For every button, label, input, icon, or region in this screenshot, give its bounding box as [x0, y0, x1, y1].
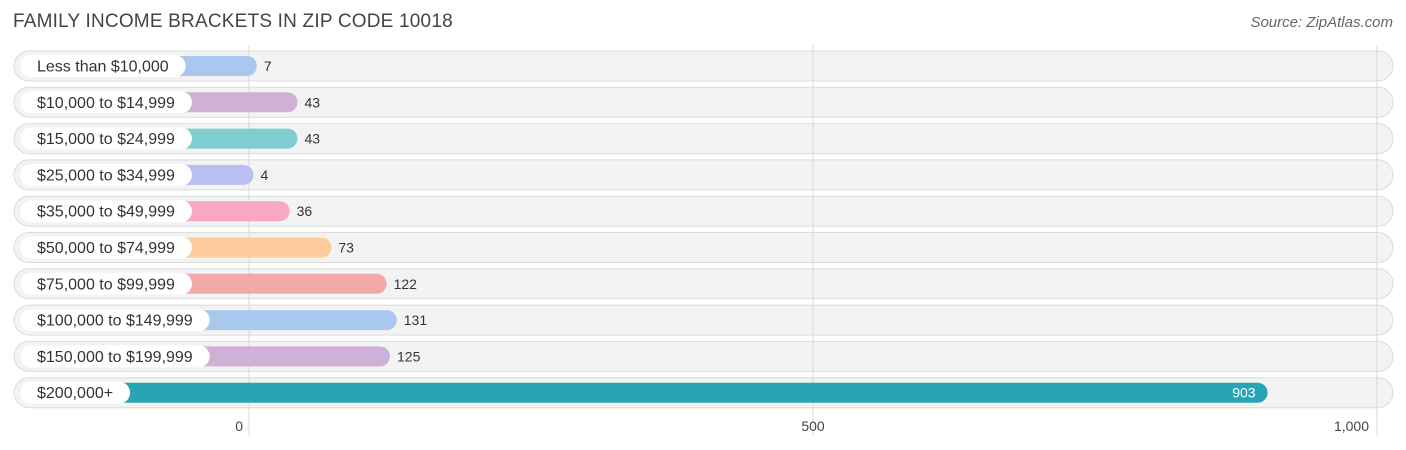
category-pill [20, 127, 192, 150]
category-pill [20, 236, 192, 259]
x-tick-label: 500 [801, 418, 825, 434]
value-label: 122 [394, 276, 418, 292]
row-background [13, 86, 1394, 118]
row-background [13, 195, 1394, 227]
category-label: $200,000+ [37, 385, 113, 402]
category-label: $150,000 to $199,999 [37, 349, 193, 366]
value-label: 7 [264, 58, 272, 74]
x-axis-ticks: 0 500 1,000 [235, 418, 1369, 434]
category-label: $75,000 to $99,999 [37, 276, 175, 293]
value-label: 131 [404, 312, 428, 328]
category-label: $100,000 to $149,999 [37, 313, 193, 330]
x-tick-label: 1,000 [1334, 418, 1369, 434]
value-label: 125 [397, 348, 421, 364]
value-label: 73 [338, 240, 354, 256]
value-label: 36 [297, 203, 313, 219]
x-tick-label: 0 [235, 418, 243, 434]
value-label: 43 [305, 131, 321, 147]
value-label: 43 [305, 94, 321, 110]
category-label: $50,000 to $74,999 [37, 240, 175, 257]
category-pill [20, 345, 210, 368]
category-label: $25,000 to $34,999 [37, 167, 175, 184]
category-label: $15,000 to $24,999 [37, 131, 175, 148]
row-background [13, 159, 1394, 191]
category-pill [20, 91, 192, 114]
category-label: $10,000 to $14,999 [37, 95, 175, 112]
category-pill [20, 200, 192, 223]
value-label: 903 [1232, 385, 1256, 401]
category-pill [20, 309, 210, 332]
source-note: Source: ZipAtlas.com [1250, 14, 1393, 31]
bar [20, 382, 1268, 403]
row-background [13, 50, 1394, 82]
category-pill [20, 272, 192, 295]
category-label: $35,000 to $49,999 [37, 204, 175, 221]
chart-title: FAMILY INCOME BRACKETS IN ZIP CODE 10018 [13, 11, 453, 32]
category-pill [20, 381, 131, 404]
row-background [13, 123, 1394, 155]
category-pill [20, 163, 192, 186]
row-background [13, 232, 1394, 263]
value-label: 4 [261, 167, 269, 183]
category-label: Less than $10,000 [37, 59, 169, 76]
category-pill [20, 55, 186, 77]
bars: Less than $10,000 7 $10,000 to $14,999 43 $1… [20, 55, 1268, 404]
